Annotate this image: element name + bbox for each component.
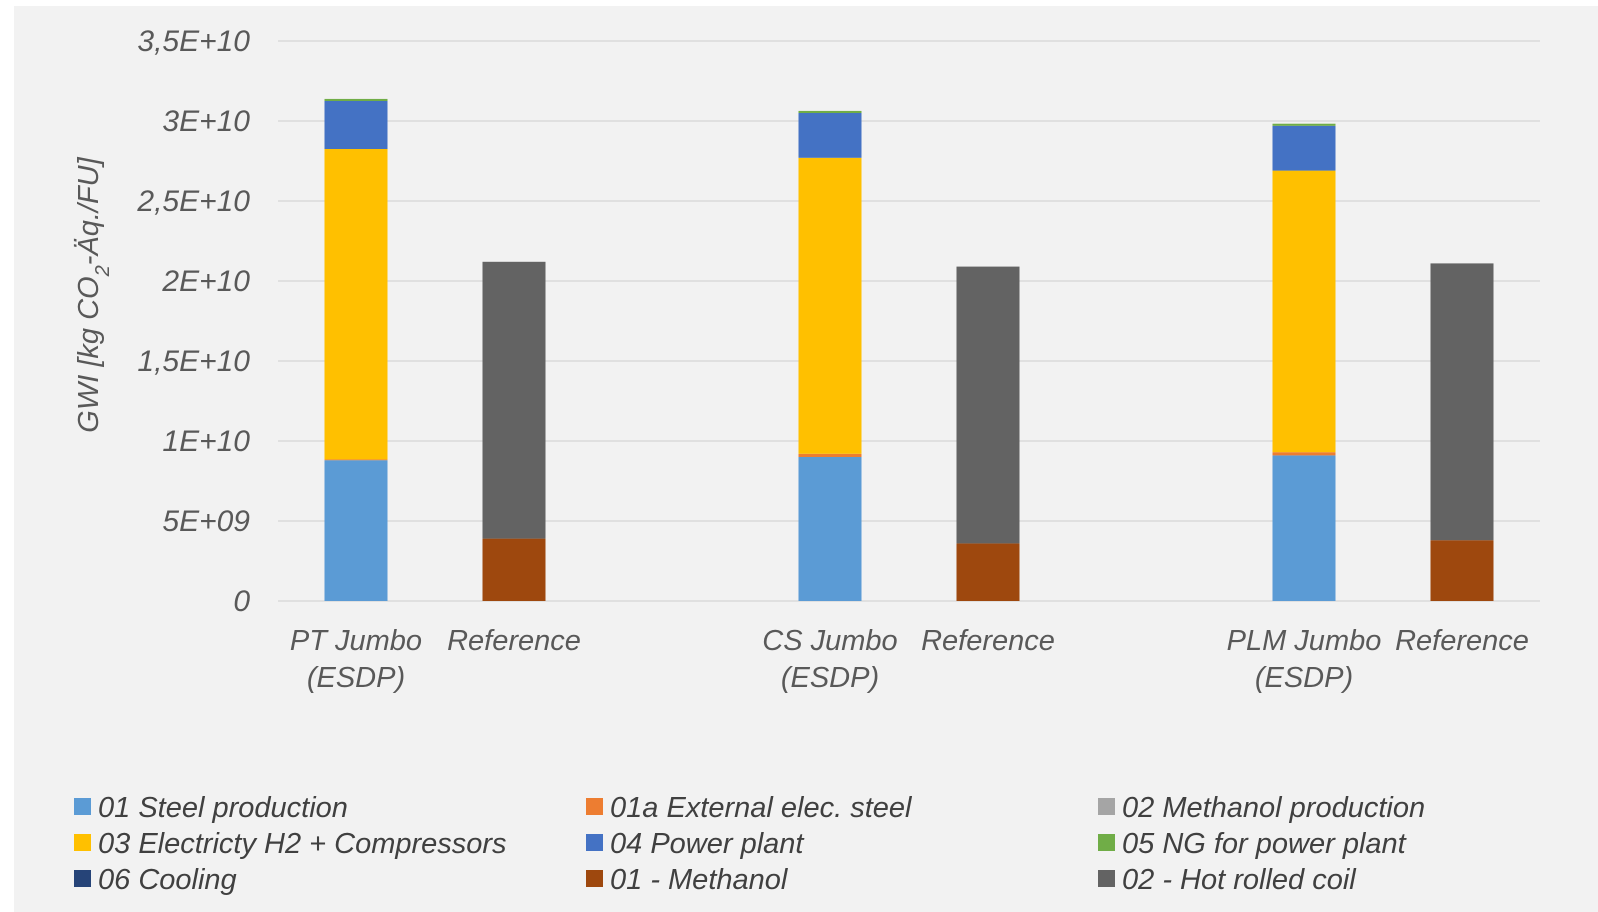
x-tick-label: (ESDP): [1255, 662, 1353, 694]
legend-label: 02 Methanol production: [1122, 792, 1425, 824]
bar-segment: [482, 261, 546, 539]
bar-segment: [1430, 540, 1494, 601]
x-tick-label: (ESDP): [781, 662, 879, 694]
legend-swatch: [586, 870, 603, 887]
y-tick-label: 3E+10: [162, 105, 250, 138]
y-tick-label: 1E+10: [162, 425, 250, 458]
legend-swatch: [1098, 798, 1115, 815]
bar-segment: [798, 113, 862, 158]
y-tick-label: 2,5E+10: [136, 185, 250, 218]
legend-label: 01 - Methanol: [610, 864, 789, 896]
bar-segment: [324, 101, 388, 149]
legend-swatch: [586, 834, 603, 851]
legend-swatch: [1098, 834, 1115, 851]
legend-label: 01 Steel production: [98, 792, 348, 824]
bar-segment: [482, 538, 546, 601]
legend-label: 04 Power plant: [610, 828, 805, 860]
x-tick-label: Reference: [1395, 625, 1529, 657]
x-tick-label: Reference: [921, 625, 1055, 657]
bar-segment: [956, 543, 1020, 601]
bar-segment: [798, 457, 862, 601]
bar-segment: [324, 460, 388, 601]
legend-swatch: [1098, 870, 1115, 887]
y-tick-label: 0: [233, 585, 250, 618]
y-tick-label: 1,5E+10: [137, 345, 250, 378]
bar-segment: [1272, 452, 1336, 456]
bar-segment: [798, 453, 862, 457]
bar-segment: [1272, 125, 1336, 171]
bars: [324, 98, 1494, 601]
legend-swatch: [586, 798, 603, 815]
x-tick-label: PLM Jumbo: [1227, 625, 1382, 657]
bar-segment: [798, 110, 862, 113]
bar-segment: [798, 157, 862, 454]
x-tick-label: PT Jumbo: [290, 625, 422, 657]
bar-segment: [324, 98, 388, 101]
legend-label: 05 NG for power plant: [1122, 828, 1408, 860]
y-tick-label: 5E+09: [162, 505, 250, 538]
legend: 01 Steel production 01a External elec. st…: [74, 792, 1425, 896]
x-tick-label: Reference: [447, 625, 581, 657]
x-tick-label: CS Jumbo: [762, 625, 897, 657]
bar-segment: [956, 266, 1020, 544]
y-tick-label: 2E+10: [161, 265, 250, 298]
legend-label: 03 Electricty H2 + Compressors: [98, 828, 507, 860]
bar-segment: [1272, 170, 1336, 453]
y-axis-title: GWI [kg CO2-Äq./FU]: [73, 156, 114, 432]
bar-segment: [1272, 455, 1336, 601]
bar-segment: [1272, 123, 1336, 126]
gridlines: [278, 40, 1540, 602]
legend-swatch: [74, 798, 91, 815]
y-axis-ticks: 0 5E+09 1E+10 1,5E+10 2E+10 2,5E+10 3E+10 3,5E+…: [136, 25, 250, 618]
bar-segment: [1430, 263, 1494, 541]
legend-label: 06 Cooling: [98, 864, 237, 896]
legend-swatch: [74, 870, 91, 887]
x-axis-labels: PT Jumbo (ESDP) Reference CS Jumbo (ESDP) Ref…: [290, 625, 1529, 694]
legend-label: 01a External elec. steel: [610, 792, 913, 824]
bar-segment: [324, 149, 388, 460]
x-tick-label: (ESDP): [307, 662, 405, 694]
y-tick-label: 3,5E+10: [137, 25, 250, 58]
legend-label: 02 - Hot rolled coil: [1122, 864, 1357, 896]
legend-swatch: [74, 834, 91, 851]
bar-segment: [324, 459, 388, 461]
